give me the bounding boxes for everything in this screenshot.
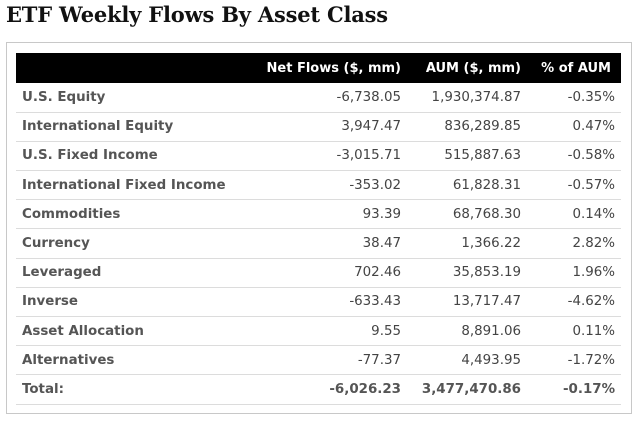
table-row: Currency 38.47 1,366.22 2.82% xyxy=(16,229,621,259)
total-label: Total: xyxy=(22,381,64,397)
row-aum: 1,930,374.87 xyxy=(431,89,521,105)
total-row: Total: -6,026.23 3,477,470.86 -0.17% xyxy=(16,375,621,405)
row-net-flows: 3,947.47 xyxy=(341,119,401,135)
table-row: Asset Allocation 9.55 8,891.06 0.11% xyxy=(16,317,621,346)
row-pct-aum: -0.35% xyxy=(567,89,615,105)
table-row: International Fixed Income -353.02 61,828.… xyxy=(16,171,621,200)
header-asset-class xyxy=(16,53,241,83)
total-aum: 3,477,470.86 xyxy=(421,381,521,397)
row-pct-aum: 0.47% xyxy=(572,119,615,135)
row-pct-aum: 0.14% xyxy=(572,206,615,222)
table-header-row: Net Flows ($, mm) AUM ($, mm) % of AUM xyxy=(16,53,621,83)
row-aum: 61,828.31 xyxy=(452,177,521,193)
row-pct-aum: 0.11% xyxy=(572,323,615,339)
row-net-flows: -633.43 xyxy=(349,294,401,310)
table-row: Inverse -633.43 13,717.47 -4.62% xyxy=(16,287,621,317)
table-row: Alternatives -77.37 4,493.95 -1.72% xyxy=(16,346,621,375)
row-pct-aum: -1.72% xyxy=(567,352,615,368)
row-label: Alternatives xyxy=(22,352,115,368)
row-net-flows: -353.02 xyxy=(349,177,401,193)
header-net-flows: Net Flows ($, mm) xyxy=(266,60,401,76)
row-net-flows: -3,015.71 xyxy=(336,148,401,164)
total-net-flows: -6,026.23 xyxy=(329,381,401,397)
row-label: U.S. Fixed Income xyxy=(22,148,158,164)
total-pct-aum: -0.17% xyxy=(562,381,615,397)
row-label: Leveraged xyxy=(22,265,102,281)
row-net-flows: -6,738.05 xyxy=(336,89,401,105)
table-row: U.S. Equity -6,738.05 1,930,374.87 -0.35% xyxy=(16,83,621,113)
table-row: International Equity 3,947.47 836,289.85 0.… xyxy=(16,112,621,142)
row-pct-aum: -0.57% xyxy=(567,177,615,193)
row-net-flows: 9.55 xyxy=(371,323,401,339)
row-pct-aum: -4.62% xyxy=(567,294,615,310)
row-label: International Equity xyxy=(22,119,174,135)
row-aum: 4,493.95 xyxy=(461,352,521,368)
row-label: Inverse xyxy=(22,294,78,310)
row-pct-aum: -0.58% xyxy=(567,148,615,164)
row-aum: 8,891.06 xyxy=(461,323,521,339)
row-pct-aum: 2.82% xyxy=(572,236,615,252)
row-net-flows: 38.47 xyxy=(362,236,401,252)
row-aum: 515,887.63 xyxy=(444,148,521,164)
table-row: Leveraged 702.46 35,853.19 1.96% xyxy=(16,258,621,288)
row-net-flows: -77.37 xyxy=(357,352,401,368)
row-aum: 836,289.85 xyxy=(444,119,521,135)
table-row: Commodities 93.39 68,768.30 0.14% xyxy=(16,200,621,229)
page-title: ETF Weekly Flows By Asset Class xyxy=(6,2,388,27)
row-net-flows: 93.39 xyxy=(362,206,401,222)
row-aum: 35,853.19 xyxy=(452,265,521,281)
row-aum: 68,768.30 xyxy=(452,206,521,222)
row-net-flows: 702.46 xyxy=(354,265,401,281)
table-row: U.S. Fixed Income -3,015.71 515,887.63 -0.5… xyxy=(16,141,621,171)
row-label: Currency xyxy=(22,236,90,252)
row-aum: 1,366.22 xyxy=(461,236,521,252)
header-aum: AUM ($, mm) xyxy=(425,60,521,76)
header-pct-aum: % of AUM xyxy=(541,60,611,76)
row-pct-aum: 1.96% xyxy=(572,265,615,281)
row-aum: 13,717.47 xyxy=(452,294,521,310)
row-label: International Fixed Income xyxy=(22,177,226,193)
row-label: Asset Allocation xyxy=(22,323,144,339)
row-label: U.S. Equity xyxy=(22,89,106,105)
row-label: Commodities xyxy=(22,206,121,222)
table-frame: Net Flows ($, mm) AUM ($, mm) % of AUM U… xyxy=(6,42,632,414)
flows-table: Net Flows ($, mm) AUM ($, mm) % of AUM U… xyxy=(16,53,621,405)
